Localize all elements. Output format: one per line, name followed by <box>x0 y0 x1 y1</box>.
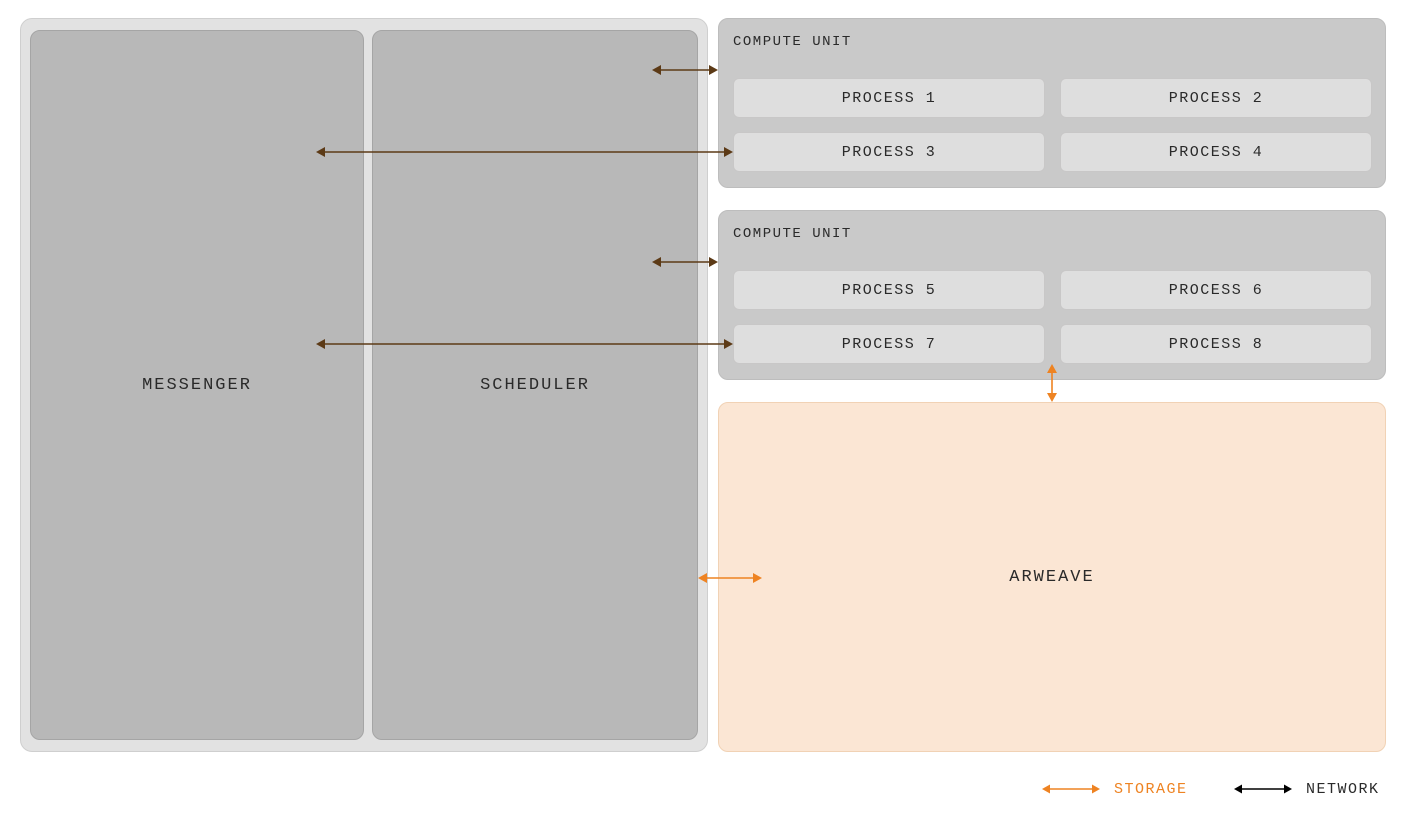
process-label: PROCESS 3 <box>842 144 937 161</box>
process-label: PROCESS 2 <box>1169 90 1264 107</box>
process-label: PROCESS 4 <box>1169 144 1264 161</box>
process-box-process-2: PROCESS 2 <box>1060 78 1372 118</box>
process-box-process-6: PROCESS 6 <box>1060 270 1372 310</box>
process-label: PROCESS 5 <box>842 282 937 299</box>
legend-storage: STORAGE <box>1036 780 1188 798</box>
messenger-label: MESSENGER <box>142 376 252 395</box>
process-label: PROCESS 6 <box>1169 282 1264 299</box>
process-label: PROCESS 1 <box>842 90 937 107</box>
legend-network-label: NETWORK <box>1306 781 1380 798</box>
compute-unit-1-header: COMPUTE UNIT <box>733 34 852 50</box>
diagram-canvas: MESSENGER SCHEDULER COMPUTE UNIT PROCESS 1 P… <box>0 0 1401 816</box>
scheduler-box: SCHEDULER <box>372 30 698 740</box>
process-box-process-5: PROCESS 5 <box>733 270 1045 310</box>
compute-unit-2-header: COMPUTE UNIT <box>733 226 852 242</box>
legend-storage-label: STORAGE <box>1114 781 1188 798</box>
process-box-process-8: PROCESS 8 <box>1060 324 1372 364</box>
process-box-process-3: PROCESS 3 <box>733 132 1045 172</box>
process-box-process-1: PROCESS 1 <box>733 78 1045 118</box>
arweave-label: ARWEAVE <box>1009 568 1094 587</box>
legend-storage-arrow-icon <box>1036 780 1106 798</box>
legend-network-arrow-icon <box>1228 780 1298 798</box>
arweave-box: ARWEAVE <box>718 402 1386 752</box>
messenger-box: MESSENGER <box>30 30 364 740</box>
legend-network: NETWORK <box>1228 780 1380 798</box>
scheduler-label: SCHEDULER <box>480 376 590 395</box>
process-label: PROCESS 7 <box>842 336 937 353</box>
process-box-process-4: PROCESS 4 <box>1060 132 1372 172</box>
process-label: PROCESS 8 <box>1169 336 1264 353</box>
process-box-process-7: PROCESS 7 <box>733 324 1045 364</box>
